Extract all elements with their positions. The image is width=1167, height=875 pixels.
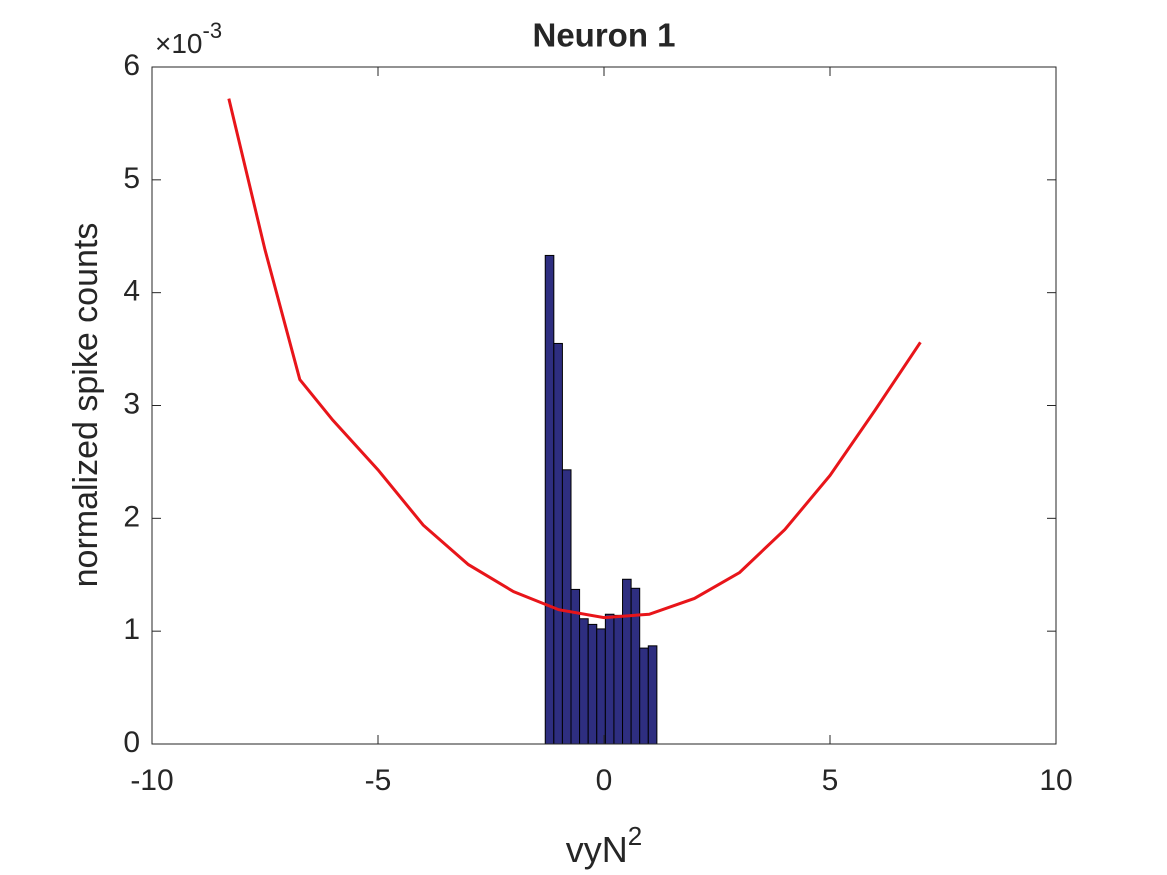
bar [561, 469, 572, 745]
bar [604, 613, 615, 745]
bar [630, 587, 641, 745]
bar [613, 614, 624, 745]
x-label-text: vyN [566, 829, 628, 870]
x-tick-label: 0 [596, 764, 613, 797]
x-tick-label: 5 [822, 764, 839, 797]
y-multiplier: ×10-3 [155, 18, 222, 60]
bar [622, 578, 632, 745]
y-tick-label: 0 [123, 726, 140, 759]
y-multiplier-base: ×10 [155, 28, 203, 59]
x-tick-label: -5 [365, 764, 392, 797]
y-tick-label: 3 [123, 387, 140, 420]
x-tick-label: 10 [1039, 764, 1072, 797]
bar [579, 618, 589, 745]
x-axis-label: vyN2 [566, 821, 642, 870]
y-tick-label: 6 [123, 49, 140, 82]
bar [647, 645, 658, 745]
bar [596, 628, 606, 745]
bar [587, 623, 598, 745]
chart-title: Neuron 1 [532, 17, 675, 54]
bar [553, 342, 563, 745]
y-multiplier-exponent: -3 [203, 18, 223, 43]
y-tick-label: 1 [123, 613, 140, 646]
bar [639, 647, 649, 745]
y-axis-label: normalized spike counts [67, 223, 105, 588]
x-label-superscript: 2 [628, 821, 642, 851]
x-tick-label: -10 [130, 764, 173, 797]
y-tick-label: 4 [123, 275, 140, 308]
y-tick-label: 5 [123, 162, 140, 195]
bar [544, 254, 555, 745]
y-tick-label: 2 [123, 500, 140, 533]
fit-curve [227, 98, 922, 620]
